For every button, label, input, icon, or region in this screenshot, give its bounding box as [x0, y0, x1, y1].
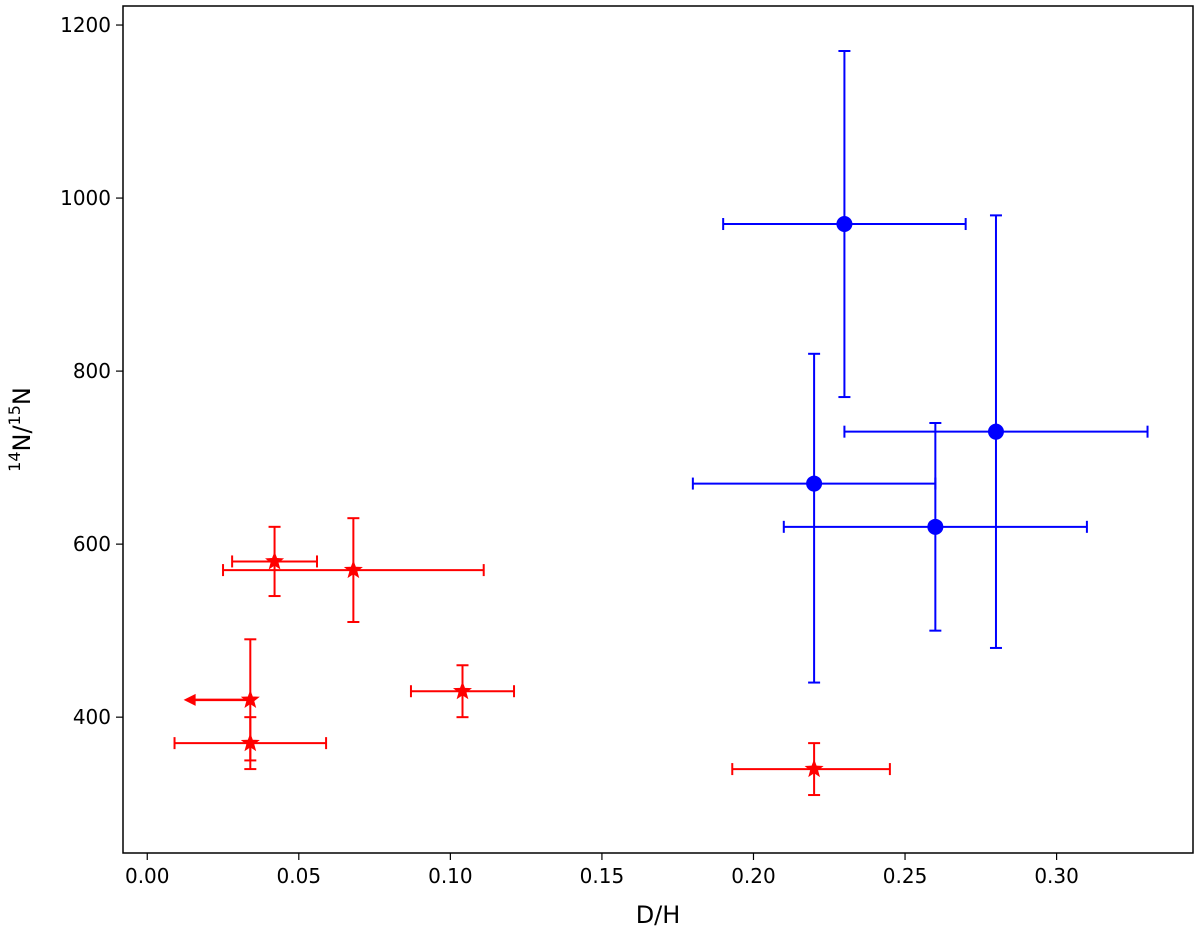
x-tick-label: 0.10 [428, 864, 473, 888]
x-tick-label: 0.15 [580, 864, 625, 888]
marker-star [804, 759, 824, 778]
x-tick-label: 0.00 [125, 864, 170, 888]
marker-circle [987, 423, 1004, 440]
x-tick-label: 0.30 [1034, 864, 1079, 888]
y-axis-label: 14N/15N [5, 387, 36, 472]
data-point [782, 422, 1088, 632]
y-tick-label: 1000 [60, 186, 111, 210]
data-point [722, 49, 967, 399]
y-label-sup-14: 14 [5, 452, 24, 472]
plot-frame [122, 5, 1194, 854]
marker-circle [836, 216, 853, 233]
data-point [409, 664, 516, 719]
data-point [231, 525, 318, 598]
x-tick-label: 0.20 [731, 864, 776, 888]
data-point [691, 352, 937, 684]
marker-circle [806, 475, 823, 492]
x-axis-label: D/H [636, 901, 681, 929]
marker-star [240, 733, 260, 752]
y-tick-label: 800 [73, 359, 111, 383]
y-axis: 400 600 800 1000 1200 [60, 13, 123, 729]
x-tick-label: 0.25 [883, 864, 928, 888]
plot-marks [173, 49, 1149, 797]
marker-star [343, 560, 363, 579]
marker-circle [927, 518, 944, 535]
upper-limit-arrowhead [183, 693, 196, 706]
y-tick-label: 400 [73, 705, 111, 729]
y-tick-label: 1200 [60, 13, 111, 37]
y-label-n1: N/ [8, 425, 36, 452]
y-label-sup-15: 15 [5, 405, 24, 425]
y-label-n2: N [8, 387, 36, 405]
series-0 [691, 49, 1149, 684]
marker-star [265, 551, 285, 570]
data-point [843, 214, 1149, 649]
series-1 [173, 517, 891, 797]
marker-star [452, 681, 472, 700]
marker-star [240, 689, 260, 708]
y-tick-label: 600 [73, 532, 111, 556]
data-point [731, 742, 891, 797]
x-tick-label: 0.05 [277, 864, 322, 888]
x-axis: 0.00 0.05 0.10 0.15 0.20 0.25 0.30 [125, 853, 1079, 888]
data-point [173, 716, 328, 771]
data-point [222, 517, 485, 623]
